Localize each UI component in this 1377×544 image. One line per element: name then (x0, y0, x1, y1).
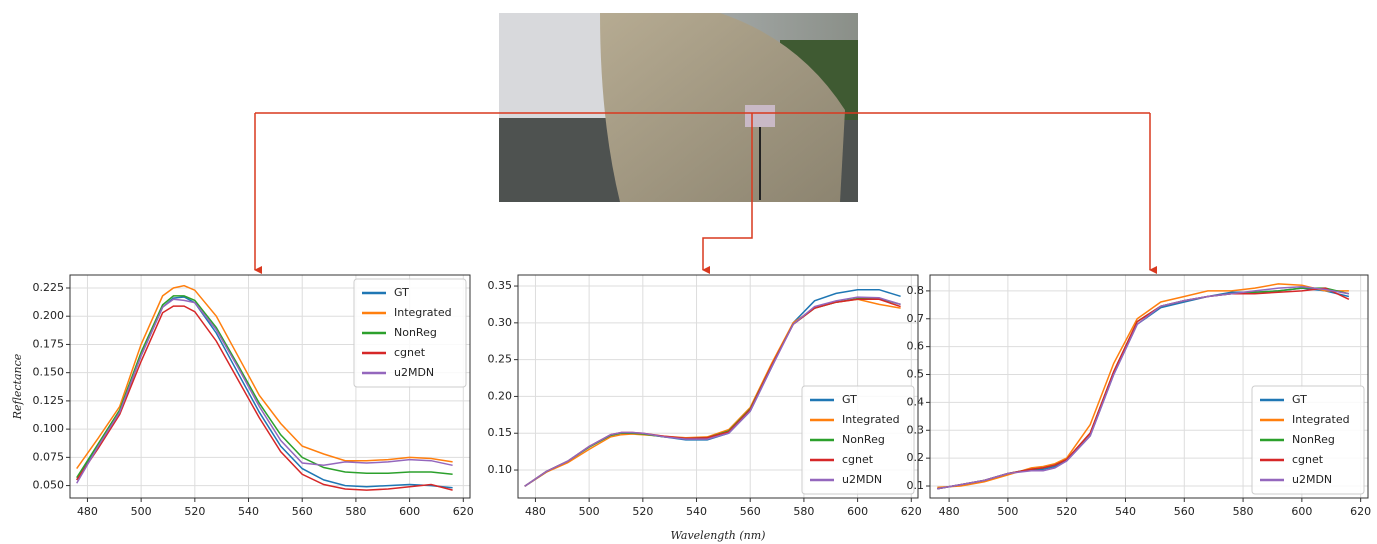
x-tick-label: 560 (292, 505, 313, 518)
y-tick-label: 0.5 (907, 368, 925, 381)
plot-frame (517, 274, 919, 499)
x-tick-label: 600 (847, 505, 868, 518)
y-tick-label: 0.1 (907, 479, 925, 492)
legend-box (1251, 385, 1365, 495)
series-line (76, 295, 453, 479)
x-tick-label: 580 (793, 505, 814, 518)
legend-label: NonReg (394, 326, 437, 339)
x-tick-label: 500 (579, 505, 600, 518)
x-tick-label: 480 (525, 505, 546, 518)
x-tick-label: 600 (1291, 505, 1312, 518)
legend-label: cgnet (1292, 453, 1324, 466)
legend-label: Integrated (842, 413, 900, 426)
x-tick-label: 620 (453, 505, 474, 518)
legend-label: GT (842, 393, 857, 406)
legend-label: NonReg (1292, 433, 1335, 446)
x-tick-label: 560 (1174, 505, 1195, 518)
x-tick-label: 540 (686, 505, 707, 518)
y-tick-label: 0.8 (907, 284, 925, 297)
y-tick-label: 0.15 (488, 426, 513, 439)
legend-label: cgnet (394, 346, 426, 359)
x-tick-label: 520 (632, 505, 653, 518)
y-tick-label: 0.30 (488, 316, 513, 329)
x-tick-label: 580 (345, 505, 366, 518)
y-tick-label: 0.3 (907, 423, 925, 436)
series-line (524, 296, 901, 487)
y-axis-label: Reflectance (11, 353, 24, 420)
y-tick-label: 0.225 (33, 281, 65, 294)
x-tick-label: 540 (238, 505, 259, 518)
y-tick-label: 0.200 (33, 309, 65, 322)
plot-frame (69, 274, 471, 499)
y-tick-label: 0.20 (488, 389, 513, 402)
x-tick-label: 480 (77, 505, 98, 518)
x-tick-label: 500 (131, 505, 152, 518)
y-tick-label: 0.25 (488, 353, 513, 366)
y-tick-label: 0.075 (33, 450, 65, 463)
legend-box (353, 278, 467, 388)
legend-label: GT (1292, 393, 1307, 406)
y-tick-label: 0.100 (33, 422, 65, 435)
legend-label: Integrated (394, 306, 452, 319)
legend-label: NonReg (842, 433, 885, 446)
x-tick-label: 620 (901, 505, 922, 518)
y-tick-label: 0.125 (33, 394, 65, 407)
legend-box (801, 385, 915, 495)
x-tick-label: 500 (997, 505, 1018, 518)
legend-label: u2MDN (394, 366, 434, 379)
legend-label: u2MDN (842, 473, 882, 486)
y-tick-label: 0.6 (907, 340, 925, 353)
y-tick-label: 0.4 (907, 395, 925, 408)
series-line (76, 305, 453, 491)
legend-label: Integrated (1292, 413, 1350, 426)
legend-label: cgnet (842, 453, 874, 466)
x-tick-label: 580 (1233, 505, 1254, 518)
x-tick-label: 620 (1350, 505, 1371, 518)
x-tick-label: 560 (740, 505, 761, 518)
series-line (76, 284, 453, 470)
y-tick-label: 0.7 (907, 312, 925, 325)
x-tick-label: 540 (1115, 505, 1136, 518)
x-axis-label: Wavelength (nm) (671, 529, 766, 542)
y-tick-label: 0.10 (488, 463, 513, 476)
x-tick-label: 600 (399, 505, 420, 518)
series-line (937, 285, 1350, 490)
x-tick-label: 480 (939, 505, 960, 518)
y-tick-label: 0.35 (488, 279, 513, 292)
y-tick-label: 0.050 (33, 479, 65, 492)
series-line (76, 298, 453, 484)
photo (499, 13, 858, 202)
y-tick-label: 0.2 (907, 451, 925, 464)
plot-frame (929, 274, 1369, 499)
arrows (254, 112, 1157, 274)
legend-label: u2MDN (1292, 473, 1332, 486)
legend-label: GT (394, 286, 409, 299)
x-tick-label: 520 (184, 505, 205, 518)
x-tick-label: 520 (1056, 505, 1077, 518)
y-tick-label: 0.150 (33, 366, 65, 379)
y-tick-label: 0.175 (33, 337, 65, 350)
